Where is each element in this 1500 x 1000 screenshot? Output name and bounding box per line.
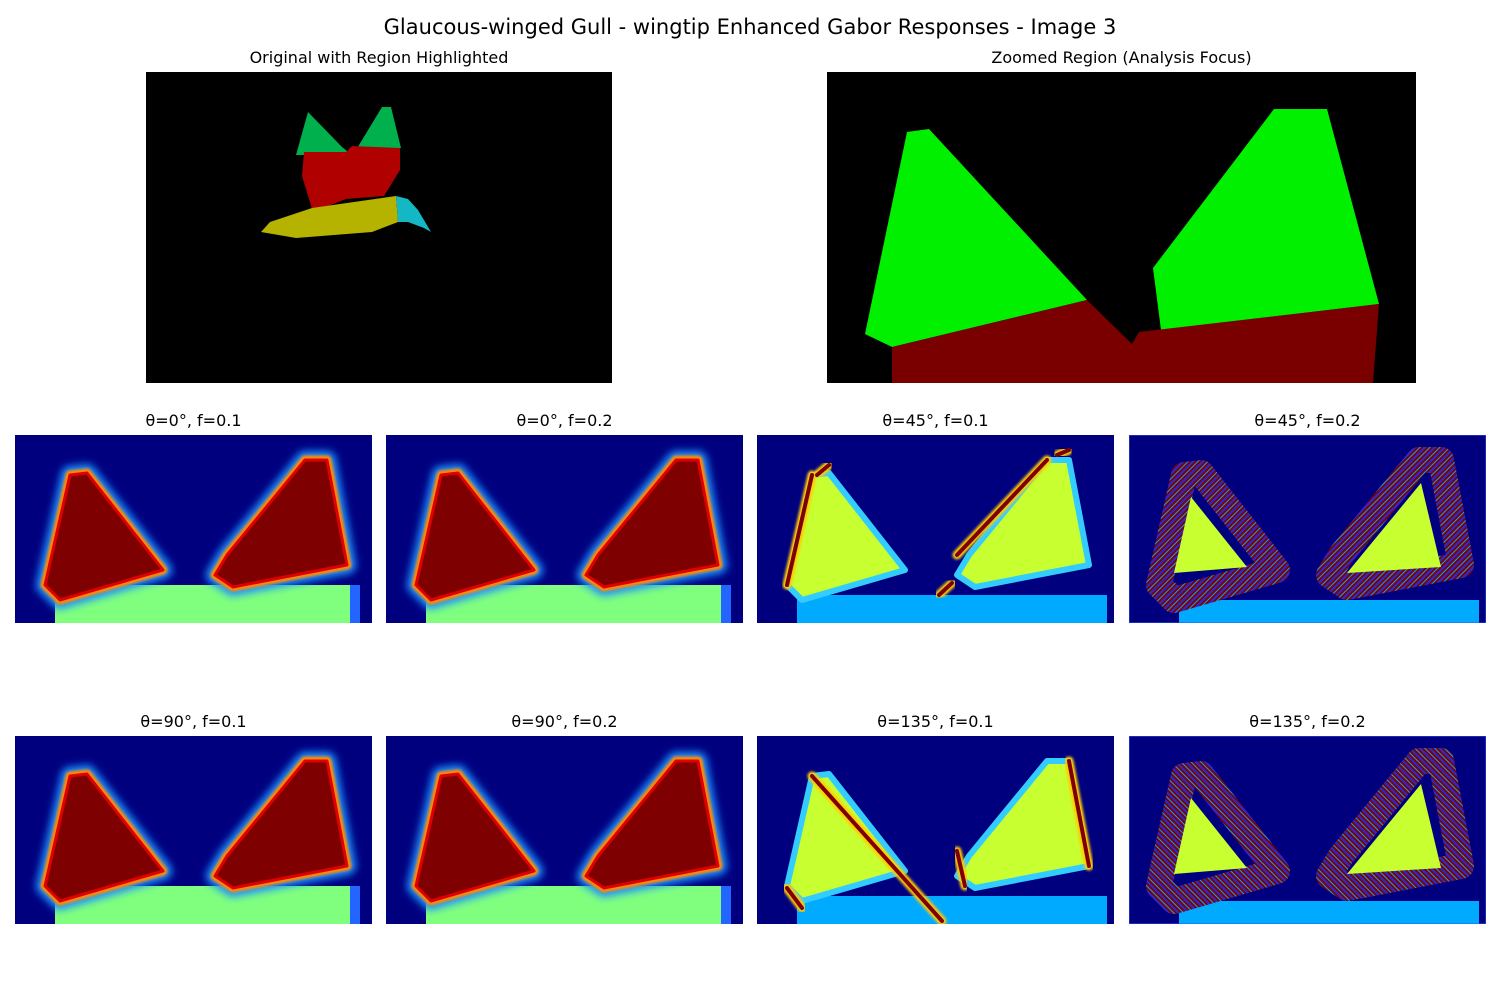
edge-response-5 bbox=[1055, 448, 1071, 457]
figure-title: Glaucous-winged Gull - wingtip Enhanced … bbox=[383, 15, 1117, 39]
gabor-title-3: θ=45°, f=0.1 bbox=[882, 411, 989, 430]
response-core-right bbox=[584, 759, 720, 890]
gabor-title-4: θ=45°, f=0.2 bbox=[1254, 411, 1361, 430]
gabor-title-5: θ=90°, f=0.1 bbox=[140, 712, 247, 731]
response-base bbox=[797, 595, 1107, 623]
edge-response-1 bbox=[955, 458, 1049, 557]
response-core-left bbox=[414, 471, 536, 602]
response-fill-right bbox=[954, 457, 1092, 590]
texture-band-left bbox=[1146, 761, 1290, 914]
response-fill-right bbox=[1347, 483, 1441, 573]
zoom-red-base bbox=[892, 300, 1379, 383]
segment-cyan-tip bbox=[396, 196, 431, 232]
gabor-panel-theta45-f0.1 bbox=[757, 435, 1114, 623]
gabor-panel-theta135-f0.2 bbox=[1129, 736, 1486, 924]
response-fill-right bbox=[1347, 784, 1441, 874]
gabor-title-1: θ=0°, f=0.1 bbox=[145, 411, 242, 430]
edge-response-3 bbox=[815, 463, 831, 477]
edge-response-4 bbox=[785, 886, 804, 910]
edge-response-1 bbox=[810, 774, 944, 923]
gabor-title-6: θ=90°, f=0.2 bbox=[511, 712, 618, 731]
gabor-panel-theta135-f0.1 bbox=[757, 736, 1114, 924]
zoomed-image bbox=[827, 72, 1416, 383]
zoom-green-right bbox=[1153, 109, 1379, 330]
gabor-panel-theta0-f0.2 bbox=[386, 435, 743, 623]
segment-red-body bbox=[302, 146, 400, 212]
response-core-left bbox=[43, 772, 165, 903]
gabor-panel-theta0-f0.1 bbox=[15, 435, 372, 623]
edge-response-3 bbox=[1067, 759, 1091, 868]
response-core-right bbox=[213, 759, 349, 890]
response-base bbox=[1179, 901, 1479, 924]
response-core-right bbox=[584, 458, 720, 589]
texture-band-left bbox=[1146, 460, 1290, 613]
zoomed-panel-title: Zoomed Region (Analysis Focus) bbox=[991, 48, 1252, 67]
edge-response-2 bbox=[955, 849, 967, 888]
texture-band-right bbox=[1316, 447, 1474, 600]
response-fill-left bbox=[1174, 798, 1247, 874]
response-base bbox=[1179, 600, 1479, 623]
gabor-title-2: θ=0°, f=0.2 bbox=[516, 411, 613, 430]
response-core-right bbox=[213, 458, 349, 589]
gabor-title-8: θ=135°, f=0.2 bbox=[1249, 712, 1366, 731]
original-panel-title: Original with Region Highlighted bbox=[249, 48, 509, 67]
segment-green-left bbox=[296, 112, 352, 155]
response-base bbox=[797, 896, 1107, 924]
zoom-green-left bbox=[865, 129, 1087, 347]
edge-response-4 bbox=[937, 581, 954, 597]
gabor-panel-theta90-f0.1 bbox=[15, 736, 372, 924]
segment-green-right bbox=[356, 107, 401, 152]
response-core-left bbox=[43, 471, 165, 602]
response-fill-left bbox=[1174, 497, 1247, 573]
original-image bbox=[146, 72, 612, 383]
gabor-title-7: θ=135°, f=0.1 bbox=[877, 712, 994, 731]
gabor-panel-theta90-f0.2 bbox=[386, 736, 743, 924]
gabor-panel-theta45-f0.2 bbox=[1129, 435, 1486, 623]
texture-band-right bbox=[1316, 748, 1474, 901]
response-core-left bbox=[414, 772, 536, 903]
segment-yellow-wing bbox=[261, 196, 398, 238]
edge-response-2 bbox=[785, 473, 814, 587]
